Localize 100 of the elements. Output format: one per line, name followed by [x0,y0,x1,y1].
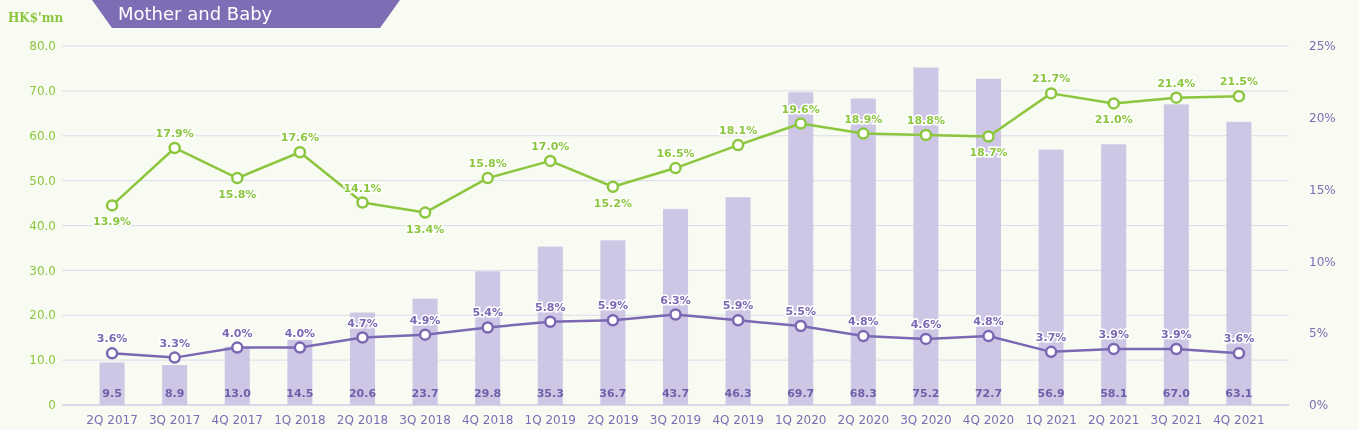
data-label: 36.7 [599,387,627,400]
data-label: 18.8% [906,114,945,128]
point [1170,91,1183,104]
x-tick-label: 4Q 2020 [962,413,1015,427]
x-tick-label: 3Q 2020 [900,413,952,427]
x-tick-label: 1Q 2019 [524,413,577,427]
point [731,314,745,327]
point [1170,342,1183,356]
point [1044,87,1058,100]
data-label: 3.6% [1223,332,1255,346]
point [794,117,807,130]
point [105,199,119,212]
point [1044,345,1058,359]
point [168,141,181,155]
point [481,321,494,334]
data-label: 17.9% [155,126,194,140]
point [105,347,119,360]
data-label: 4.6% [910,317,942,331]
x-tick-label: 3Q 2021 [1150,413,1203,427]
data-label: 5.5% [785,305,816,319]
data-label: 4.7% [347,316,378,330]
data-label: 21.0% [1094,113,1133,127]
x-tick-label: 2Q 2017 [86,413,138,427]
y-tick-label: 70.0 [29,84,56,99]
data-label: 15.8% [468,157,507,171]
x-tick-label: 1Q 2018 [274,413,326,427]
data-label: 16.5% [656,147,695,161]
point [731,138,745,152]
x-tick-label: 4Q 2019 [712,413,764,427]
x-tick-label: 2Q 2021 [1088,413,1140,427]
data-label: 43.7 [661,387,690,400]
data-label: 14.5 [286,387,314,400]
point [857,329,870,343]
data-label: 67.0 [1162,387,1191,400]
data-label: 3.3% [159,336,190,350]
data-label: 29.8 [474,387,502,400]
x-tick-label: 4Q 2018 [461,413,514,427]
data-label: 4.8% [973,315,1004,329]
data-label: 8.9 [164,387,185,400]
point [982,329,995,343]
x-tick-label: 3Q 2019 [649,413,702,427]
x-tick-label: 2Q 2019 [587,413,639,427]
x-tick-label: 1Q 2021 [1025,413,1077,427]
point [481,171,494,185]
y-tick-label: 30.0 [29,263,56,278]
point [919,332,933,346]
y-tick-label: 20.0 [29,308,56,323]
data-label: 23.7 [411,387,439,400]
data-label: 75.2 [912,387,940,400]
data-label: 14.1% [343,181,382,195]
data-label: 69.7 [787,387,815,400]
data-label: 4.0% [284,326,316,340]
data-label: 21.4% [1157,76,1196,90]
y2-tick-label: 25% [1309,39,1336,54]
y2-tick-label: 20% [1309,111,1336,125]
point [356,196,369,209]
chart-title: Mother and Baby [118,3,273,24]
point [857,127,870,140]
x-tick-label: 2Q 2018 [336,413,389,427]
point [231,171,244,185]
data-label: 46.3 [724,387,752,400]
y-tick-label: 0 [48,398,56,413]
x-tick-label: 2Q 2020 [837,413,890,427]
data-label: 5.4% [472,306,503,320]
point [231,341,244,354]
data-label: 17.0% [531,139,570,153]
data-label: 21.7% [1032,72,1071,86]
data-label: 5.9% [722,299,754,313]
data-label: 3.6% [96,332,128,346]
data-label: 58.1 [1100,387,1128,400]
data-label: 18.7% [969,146,1008,160]
data-label: 21.5% [1219,75,1258,89]
y-tick-label: 50.0 [29,173,56,188]
data-label: 9.5 [102,387,122,400]
x-tick-label: 4Q 2021 [1213,413,1265,427]
point [606,180,620,193]
point [919,128,933,142]
data-label: 4.0% [222,326,253,340]
point [606,314,620,327]
data-label: 72.7 [974,387,1003,400]
data-label: 15.2% [593,196,632,210]
point [794,319,807,333]
y2-tick-label: 10% [1309,254,1336,269]
data-label: 3.9% [1161,328,1192,341]
data-label: 4.9% [409,313,441,327]
y-tick-label: 40.0 [29,218,56,233]
data-label: 18.1% [719,124,758,138]
y-tick-label: 60.0 [29,128,56,143]
point [293,146,307,159]
point [293,341,307,354]
point [669,161,682,175]
data-label: 13.9% [93,215,132,229]
point [418,328,432,341]
x-tick-label: 3Q 2018 [399,413,451,427]
data-label: 35.3 [536,387,564,400]
point [982,130,995,143]
data-label: 3.9% [1098,328,1129,341]
point [1232,347,1246,360]
data-label: 13.4% [406,222,445,236]
point [1107,342,1120,356]
